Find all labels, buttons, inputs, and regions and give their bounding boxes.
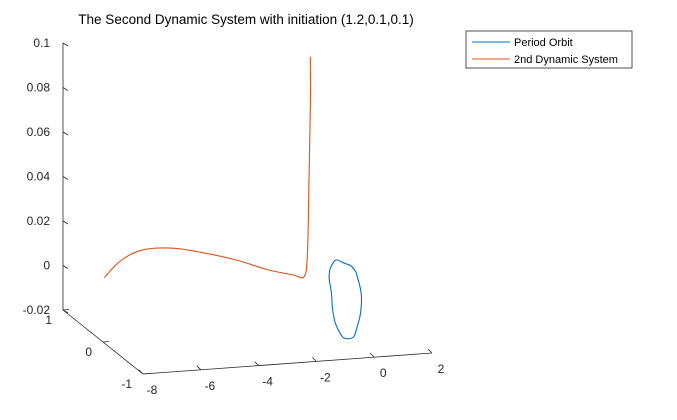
y-tick-label: -1 (121, 377, 132, 391)
legend-label-2nd-dynamic-system: 2nd Dynamic System (514, 54, 618, 66)
z-tick-mark (62, 87, 69, 91)
x-tick-label: 0 (380, 366, 387, 380)
z-tick-mark (62, 176, 69, 180)
x-tick-mark (254, 361, 259, 366)
z-tick-mark (62, 265, 69, 269)
x-tick-mark (427, 348, 433, 354)
x-tick-label: -6 (204, 379, 215, 393)
z-tick-label: 0.08 (27, 81, 51, 95)
y-axis-ticks: -1 0 1 (45, 309, 150, 391)
z-tick-label: 0.06 (27, 125, 51, 139)
z-tick-label: 0.1 (33, 36, 50, 50)
legend-box (465, 30, 633, 69)
x-tick-mark (369, 352, 375, 358)
x-axis-line (142, 352, 433, 375)
z-tick-mark (62, 42, 69, 47)
x-tick-mark (138, 369, 144, 375)
y-tick-mark (142, 373, 150, 375)
z-axis-ticks: -0.02 0 0.02 0.04 0.06 0.08 0.1 (23, 36, 69, 317)
y-tick-mark (102, 341, 110, 343)
series-line-period-orbit (328, 259, 363, 340)
y-tick-label: 0 (85, 345, 92, 359)
z-tick-mark (62, 220, 69, 225)
z-tick-mark (62, 131, 69, 136)
chart-title: The Second Dynamic System with initiatio… (78, 12, 413, 27)
legend: Period Orbit 2nd Dynamic System (465, 30, 633, 69)
z-tick-label: 0 (43, 259, 50, 273)
z-tick-label: 0.02 (27, 214, 51, 228)
x-tick-mark (196, 365, 202, 371)
x-tick-label: 2 (438, 362, 445, 376)
z-tick-label: -0.02 (23, 303, 51, 317)
x-tick-label: -2 (320, 370, 331, 384)
x-tick-mark (312, 357, 317, 362)
y-tick-label: 1 (45, 313, 52, 327)
z-tick-label: 0.04 (27, 170, 51, 184)
series-line-2nd-dynamic-system (103, 56, 312, 279)
plot-area (103, 56, 363, 340)
legend-label-period-orbit: Period Orbit (514, 37, 573, 49)
y-tick-mark (62, 309, 70, 311)
x-axis-ticks: -8 -6 -4 -2 0 2 (138, 348, 445, 397)
x-tick-label: -4 (262, 375, 273, 389)
z-tick-mark (62, 309, 69, 314)
x-tick-label: -8 (147, 383, 158, 397)
